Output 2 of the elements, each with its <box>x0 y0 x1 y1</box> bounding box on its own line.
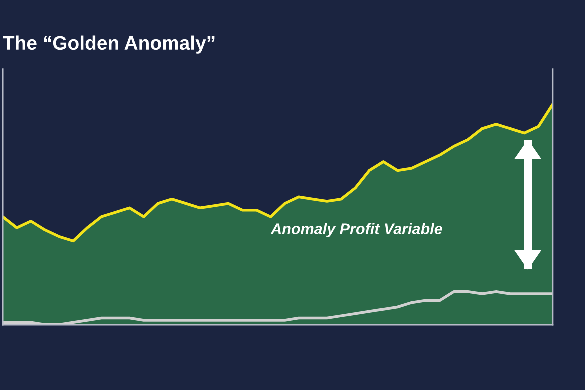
chart-title: The “Golden Anomaly” <box>3 36 215 54</box>
annotation: Anomaly Profit Variable <box>270 223 442 238</box>
